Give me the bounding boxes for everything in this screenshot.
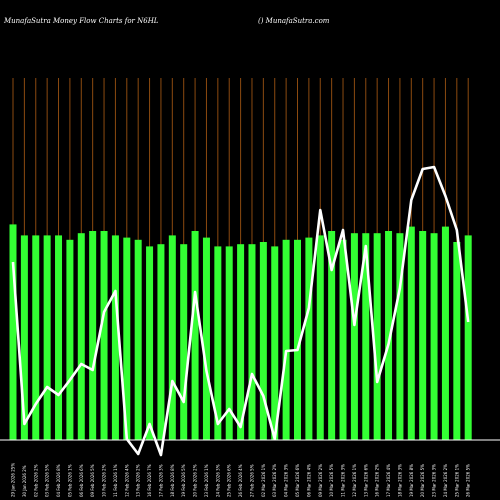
money-flow-bar: [316, 235, 324, 440]
x-tick-label: 13 Feb 2026 2%: [136, 464, 141, 497]
money-flow-bar: [123, 237, 131, 440]
money-flow-bar: [464, 235, 472, 440]
x-tick-label: 20 Feb 2026 2%: [193, 464, 198, 497]
x-tick-label: 10 Mar 2026 5%: [329, 464, 334, 497]
x-tick-label: 06 Feb 2026 6%: [79, 464, 84, 497]
bar-series: [9, 224, 472, 440]
money-flow-bar: [282, 239, 290, 440]
money-flow-bar: [430, 233, 438, 440]
x-tick-label: 05 Feb 2026 1%: [67, 464, 72, 497]
x-tick-label: 11 Feb 2026 1%: [113, 464, 118, 497]
money-flow-bar: [55, 235, 63, 440]
x-tick-label: 18 Feb 2026 8%: [170, 464, 175, 497]
money-flow-bar: [259, 242, 267, 440]
x-tick-label: 19 Feb 2026 5%: [181, 464, 186, 497]
money-flow-bar: [214, 246, 222, 440]
x-tick-label: 04 Feb 2026 8%: [56, 464, 61, 497]
x-tick-label: 25 Feb 2026 6%: [227, 464, 232, 497]
x-tick-label: 03 Feb 2026 5%: [45, 464, 50, 497]
money-flow-bar: [111, 235, 119, 440]
x-tick-label: 09 Mar 2026 2%: [318, 464, 323, 497]
x-tick-label: 18 Mar 2026 3%: [397, 464, 402, 497]
money-flow-bar: [271, 246, 279, 440]
money-flow-bar: [373, 233, 381, 440]
money-flow-bar: [66, 239, 74, 440]
x-tick-label: 05 Mar 2026 6%: [295, 464, 300, 497]
money-flow-bar: [407, 226, 415, 440]
x-tick-label: 17 Mar 2026 4%: [386, 464, 391, 497]
money-flow-bar: [350, 233, 358, 440]
x-tick-label: 17 Feb 2026 3%: [158, 464, 163, 497]
money-flow-bar: [77, 233, 85, 440]
x-tick-label: 04 Mar 2026 3%: [284, 464, 289, 497]
x-tick-label: 30 Jan 2026 2%: [22, 465, 27, 497]
money-flow-bar: [43, 235, 51, 440]
x-tick-label: 13 Mar 2026 6%: [363, 464, 368, 497]
x-tick-label: 16 Mar 2026 2%: [375, 464, 380, 497]
x-tick-label: 27 Feb 2026 5%: [249, 464, 254, 497]
money-flow-bar: [294, 239, 301, 440]
x-axis-tick-labels: 29 Jan 2026 25% 30 Jan 2026 2% 02 Feb 2026…: [11, 463, 471, 497]
x-tick-label: 25 Mar 2026 1%: [454, 464, 459, 497]
money-flow-bar: [157, 244, 165, 440]
money-flow-bar: [453, 242, 461, 440]
money-flow-bar: [9, 224, 17, 440]
money-flow-bar: [339, 239, 347, 440]
x-tick-label: 02 Feb 2026 2%: [33, 464, 38, 497]
money-flow-bar: [20, 235, 28, 440]
x-tick-label: 23 Mar 2026 3%: [432, 464, 437, 497]
money-flow-bar: [419, 231, 427, 440]
money-flow-bar: [328, 231, 336, 440]
x-tick-label: 23 Feb 2026 1%: [204, 464, 209, 497]
x-tick-label: 29 Jan 2026 25%: [11, 463, 16, 497]
money-flow-bar: [225, 246, 233, 440]
money-flow-bar: [362, 233, 370, 440]
x-tick-label: 03 Mar 2026 2%: [272, 464, 277, 497]
x-tick-label: 02 Mar 2026 1%: [261, 464, 266, 497]
x-tick-label: 26 Feb 2026 4%: [238, 464, 243, 497]
x-tick-label: 20 Mar 2026 5%: [420, 464, 425, 497]
money-flow-bar: [396, 233, 404, 440]
x-tick-label: 16 Feb 2026 7%: [147, 464, 152, 497]
money-flow-bar: [134, 239, 142, 440]
x-tick-label: 09 Feb 2026 5%: [90, 464, 95, 497]
chart-title: MunafaSutra Money Flow Charts for N6HL: [3, 17, 159, 25]
money-flow-bar: [146, 246, 154, 440]
money-flow-bar: [441, 226, 449, 440]
x-tick-label: 06 Mar 2026 4%: [306, 464, 311, 497]
x-tick-label: 26 Mar 2026 5%: [466, 464, 471, 497]
money-flow-bar: [89, 231, 97, 440]
money-flow-bar: [100, 231, 108, 440]
x-tick-label: 24 Mar 2026 2%: [443, 464, 448, 497]
x-tick-label: 12 Mar 2026 1%: [352, 464, 357, 497]
money-flow-bar: [180, 244, 188, 440]
money-flow-bar: [237, 244, 245, 440]
money-flow-bar: [248, 244, 256, 440]
money-flow-bar: [202, 237, 210, 440]
money-flow-bar: [385, 231, 393, 440]
money-flow-bar: [32, 235, 40, 440]
site-credit: () MunafaSutra.com: [258, 17, 330, 25]
x-tick-label: 12 Feb 2026 4%: [124, 464, 129, 497]
x-tick-label: 24 Feb 2026 3%: [215, 464, 220, 497]
money-flow-bar: [168, 235, 176, 440]
money-flow-bar: [305, 237, 313, 440]
money-flow-bar: [191, 231, 199, 440]
x-tick-label: 19 Mar 2026 8%: [409, 464, 414, 497]
money-flow-line: [11, 165, 470, 457]
x-tick-label: 10 Feb 2026 2%: [102, 464, 107, 497]
x-tick-label: 11 Mar 2026 3%: [341, 464, 346, 497]
